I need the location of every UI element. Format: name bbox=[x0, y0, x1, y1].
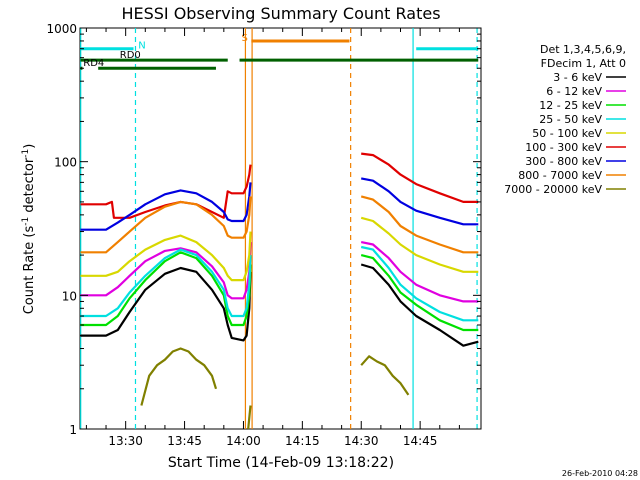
legend-header-line1: Det 1,3,4,5,6,9, bbox=[540, 43, 626, 56]
status-bar-label-n: N bbox=[138, 41, 145, 52]
legend-label-5: 100 - 300 keV bbox=[525, 141, 602, 154]
y-tick-label-3: 1000 bbox=[46, 22, 77, 36]
series-line-7-seg-0 bbox=[80, 196, 252, 254]
legend-label-0: 3 - 6 keV bbox=[553, 71, 602, 84]
legend: Det 1,3,4,5,6,9, FDecim 1, Att 0 3 - 6 k… bbox=[504, 43, 626, 196]
y-axis-label: Count Rate (s-1 detector-1) bbox=[21, 144, 37, 315]
legend-label-4: 50 - 100 keV bbox=[532, 127, 602, 140]
series-line-0-seg-0 bbox=[80, 266, 252, 342]
y-axis-ticks: 1 10 100 1000 bbox=[46, 22, 481, 437]
series-line-2-seg-1 bbox=[360, 254, 479, 332]
y-tick-label-1: 10 bbox=[62, 289, 77, 303]
legend-label-1: 6 - 12 keV bbox=[546, 85, 602, 98]
x-tick-label-3: 14:15 bbox=[285, 434, 320, 448]
y-axis-label-sup1: -1 bbox=[21, 217, 31, 226]
series-line-6-seg-1 bbox=[360, 177, 479, 226]
series-line-8-seg-1 bbox=[247, 405, 252, 430]
y-axis-label-sup2: -1 bbox=[21, 149, 31, 158]
y-tick-label-0: 1 bbox=[69, 423, 77, 437]
legend-label-3: 25 - 50 keV bbox=[539, 113, 602, 126]
legend-label-7: 800 - 7000 keV bbox=[518, 169, 602, 182]
x-tick-label-2: 14:00 bbox=[226, 434, 261, 448]
plot-frame bbox=[79, 27, 482, 430]
series-line-3-seg-0 bbox=[80, 248, 252, 318]
legend-label-6: 300 - 800 keV bbox=[525, 155, 602, 168]
series-lines bbox=[80, 152, 479, 430]
series-line-5-seg-0 bbox=[80, 164, 252, 219]
series-line-1-seg-0 bbox=[80, 242, 252, 300]
x-axis-ticks: 13:30 13:45 14:00 14:15 14:30 14:45 bbox=[85, 28, 460, 448]
series-line-7-seg-1 bbox=[360, 195, 479, 254]
footer-timestamp: 26-Feb-2010 04:28 bbox=[562, 469, 638, 478]
legend-label-8: 7000 - 20000 keV bbox=[504, 183, 602, 196]
series-line-4-seg-1 bbox=[360, 216, 479, 273]
series-line-0-seg-1 bbox=[360, 263, 479, 347]
y-tick-label-2: 100 bbox=[54, 156, 77, 170]
series-line-6-seg-0 bbox=[80, 182, 252, 231]
y-axis-label-part2: detector bbox=[22, 157, 37, 217]
series-line-8-seg-0 bbox=[140, 347, 218, 406]
legend-header-line2: FDecim 1, Att 0 bbox=[541, 57, 626, 70]
chart-title: HESSI Observing Summary Count Rates bbox=[121, 4, 440, 23]
series-line-1-seg-1 bbox=[360, 241, 479, 303]
x-tick-label-1: 13:45 bbox=[167, 434, 202, 448]
x-tick-label-4: 14:30 bbox=[344, 434, 379, 448]
legend-label-2: 12 - 25 keV bbox=[539, 99, 602, 112]
x-tick-label-0: 13:30 bbox=[108, 434, 143, 448]
status-bar-label-rd4: RD4 bbox=[83, 58, 104, 69]
x-axis-label: Start Time (14-Feb-09 13:18:22) bbox=[168, 455, 394, 471]
series-line-4-seg-0 bbox=[80, 231, 252, 282]
status-bar-label-rd0: RD0 bbox=[120, 50, 141, 61]
y-axis-label-part1: Count Rate (s bbox=[22, 226, 37, 315]
series-line-8-seg-2 bbox=[360, 355, 410, 396]
series-line-5-seg-1 bbox=[361, 152, 479, 203]
vertical-markers bbox=[80, 28, 478, 429]
series-line-3-seg-1 bbox=[360, 245, 479, 322]
x-tick-label-5: 14:45 bbox=[403, 434, 438, 448]
status-bar-label-s: S bbox=[241, 33, 247, 44]
y-axis-label-part3: ) bbox=[22, 144, 37, 149]
series-line-2-seg-0 bbox=[80, 251, 252, 327]
